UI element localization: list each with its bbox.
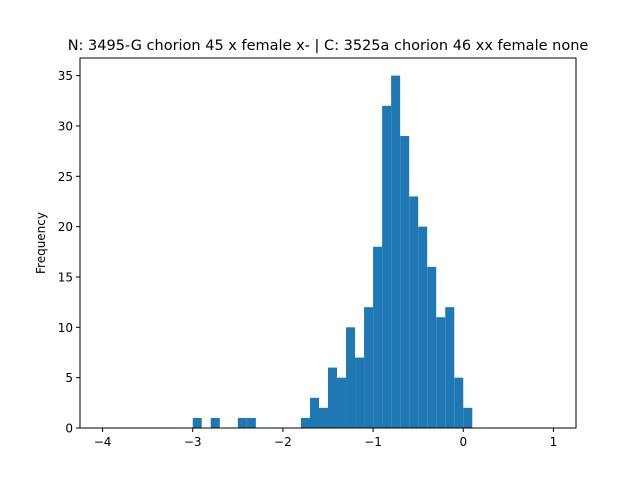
y-tick-label: 25 — [58, 170, 73, 184]
y-tick-label: 5 — [65, 371, 73, 385]
y-tick-label: 30 — [58, 119, 73, 133]
histogram-bar — [309, 397, 319, 428]
histogram-bar — [318, 407, 328, 428]
x-axis-ticks: −4 −3 −2 −1 0 1 — [94, 428, 558, 449]
histogram-bar — [300, 417, 310, 428]
x-tick-label: 0 — [459, 435, 467, 449]
histogram-bar — [192, 417, 202, 428]
plot-frame — [79, 57, 577, 429]
histogram-bar — [210, 417, 220, 428]
histogram-bar — [418, 226, 428, 428]
histogram-bar — [328, 367, 338, 428]
histogram-bar — [246, 417, 256, 428]
histogram-bar — [382, 105, 392, 429]
x-tick-label: −3 — [184, 435, 202, 449]
chart-title: N: 3495-G chorion 45 x female x- | C: 35… — [68, 38, 589, 54]
histogram-bar — [454, 377, 464, 428]
y-tick-label: 15 — [58, 270, 73, 284]
y-axis-ticks: 0 5 10 15 20 25 30 35 — [58, 69, 80, 436]
y-tick-label: 35 — [58, 69, 73, 83]
histogram-bar — [436, 317, 446, 428]
histogram-bar — [391, 75, 401, 428]
histogram-bar — [337, 377, 347, 428]
y-axis-label: Frequency — [34, 212, 48, 274]
histogram-bar — [346, 327, 356, 428]
y-tick-label: 10 — [58, 321, 73, 335]
histogram-bar — [463, 407, 473, 428]
x-tick-label: −1 — [364, 435, 382, 449]
histogram-bar — [237, 417, 247, 428]
histogram-bar — [409, 196, 419, 428]
histogram-bar — [364, 307, 374, 428]
histogram-bar — [400, 136, 410, 428]
histogram-bar — [373, 246, 383, 428]
y-tick-label: 0 — [65, 422, 73, 436]
x-tick-label: −2 — [274, 435, 292, 449]
histogram-bar — [427, 266, 437, 428]
x-tick-label: 1 — [550, 435, 558, 449]
y-tick-label: 20 — [58, 220, 73, 234]
histogram-bar — [355, 357, 365, 428]
histogram-bar — [445, 307, 455, 428]
bars-group — [192, 75, 473, 429]
x-tick-label: −4 — [94, 435, 112, 449]
